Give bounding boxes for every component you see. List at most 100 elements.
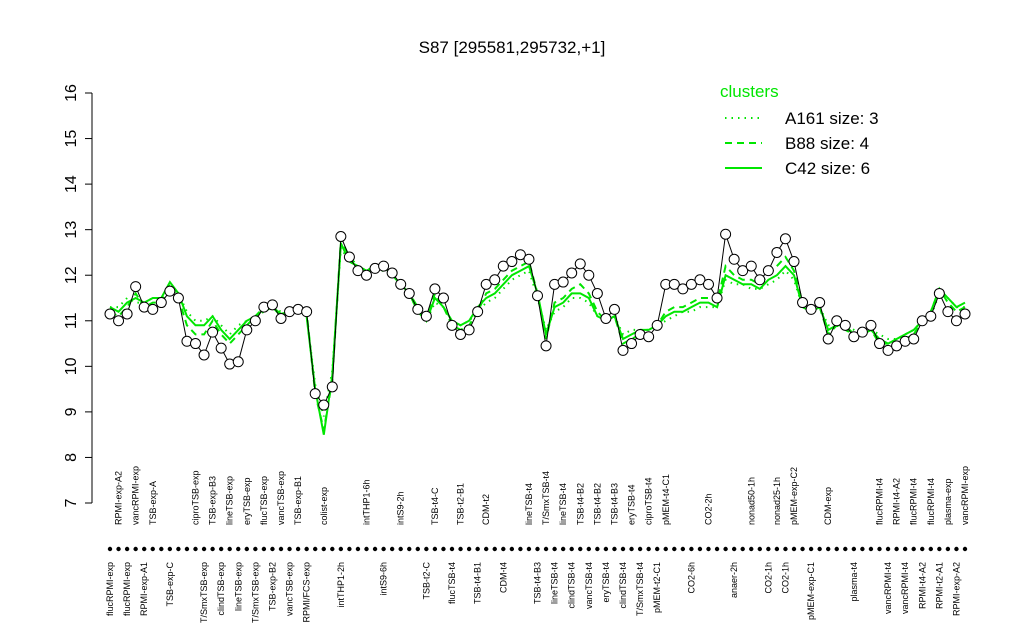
sample-marker: [766, 546, 771, 552]
sample-marker: [475, 546, 480, 552]
data-point: [309, 388, 321, 400]
data-point: [446, 319, 458, 331]
sample-marker: [389, 546, 395, 552]
data-point: [130, 281, 142, 293]
sample-marker: [278, 546, 284, 552]
sample-marker: [492, 546, 497, 552]
data-point: [925, 310, 937, 322]
data-point: [147, 303, 159, 315]
data-point: [583, 269, 595, 281]
y-tick-label: 15: [63, 130, 80, 148]
data-point: [677, 283, 689, 295]
x-tick-label: TSB-exp-C: [165, 562, 175, 607]
sample-marker: [808, 546, 814, 552]
x-tick-label: clindTSB-t4: [618, 562, 628, 609]
data-point: [275, 313, 287, 324]
data-point: [198, 349, 210, 361]
sample-marker: [791, 546, 797, 552]
x-tick-label: RPMI-exp-A1: [139, 562, 149, 616]
data-point: [754, 274, 766, 286]
x-tick-label: intTHP1-2h: [336, 562, 346, 608]
data-point: [797, 297, 809, 309]
sample-marker: [543, 546, 549, 552]
sample-marker: [757, 546, 762, 552]
data-point: [711, 292, 723, 304]
data-point: [788, 256, 800, 268]
data-point: [933, 287, 945, 299]
legend-label: B88 size: 4: [785, 134, 869, 153]
data-point: [891, 340, 903, 352]
data-point: [626, 338, 638, 350]
sample-marker: [920, 546, 925, 552]
sample-marker: [253, 546, 258, 552]
sample-marker: [535, 546, 540, 552]
data-point: [352, 265, 364, 277]
x-tick-label: CDM-exp: [823, 487, 833, 525]
sample-marker: [364, 546, 369, 552]
sample-marker: [407, 546, 412, 552]
sample-marker: [150, 546, 155, 552]
sample-marker: [261, 546, 267, 552]
sample-marker: [706, 546, 711, 552]
data-point: [523, 253, 535, 265]
x-tick-label: TSB-t4-B3: [609, 483, 619, 525]
x-tick-label: flucRPMI-exp: [122, 562, 132, 616]
sample-marker: [826, 546, 831, 552]
y-tick-label: 13: [63, 221, 80, 239]
sample-marker: [184, 546, 190, 552]
data-point: [378, 260, 390, 272]
y-tick-label: 10: [63, 357, 80, 375]
data-point: [155, 297, 167, 309]
sample-marker: [723, 546, 728, 552]
x-tick-label: CO2-6h: [686, 562, 696, 594]
x-tick-label: ciproTSB-exp: [191, 470, 201, 525]
x-tick-label: eryTSB-t4: [601, 562, 611, 603]
sample-marker: [937, 546, 942, 552]
legend-label: C42 size: 6: [785, 159, 870, 178]
data-point: [113, 315, 125, 327]
data-point: [326, 381, 338, 393]
sample-marker: [817, 546, 822, 552]
sample-marker: [159, 546, 164, 552]
data-point: [437, 292, 449, 304]
data-point: [771, 246, 783, 258]
x-tick-label: nonad50-1h: [746, 477, 756, 525]
chart-title: S87 [295581,295732,+1]: [419, 38, 606, 57]
sample-marker: [800, 546, 805, 552]
data-point: [865, 319, 877, 331]
data-point: [480, 278, 492, 290]
x-tick-label: intS9-2h: [396, 491, 406, 525]
x-tick-label: plasma-exp: [943, 478, 953, 525]
x-tick-label: TSB-exp-B3: [208, 476, 218, 525]
x-tick-label: RPMI-t4-A2: [917, 562, 927, 609]
sample-marker: [783, 546, 788, 552]
sample-marker: [774, 546, 780, 552]
x-tick-label: RPMI-exp-A2: [951, 562, 961, 616]
data-point: [950, 315, 962, 327]
data-point: [403, 287, 415, 299]
sample-marker: [569, 546, 574, 552]
data-point: [301, 306, 313, 318]
sample-marker: [218, 546, 224, 552]
sample-marker: [928, 546, 933, 552]
data-point: [737, 265, 749, 277]
sample-marker: [637, 546, 643, 552]
sample-marker: [347, 546, 352, 552]
data-point: [703, 278, 714, 290]
sample-marker: [620, 546, 626, 552]
sample-marker: [210, 546, 215, 552]
data-point: [232, 356, 244, 368]
x-tick-label: eryTSB-exp: [242, 477, 252, 525]
sample-marker: [244, 546, 249, 552]
data-point: [540, 340, 552, 352]
data-point: [104, 308, 116, 320]
x-tick-label: T/SmxTSB-exp: [250, 562, 260, 623]
sample-marker: [116, 546, 121, 552]
sample-marker: [142, 546, 147, 552]
sample-marker: [193, 546, 198, 552]
x-tick-label: pMEM-exp-C1: [806, 562, 816, 620]
sample-marker: [911, 546, 916, 552]
data-point: [574, 258, 586, 270]
y-tick-label: 7: [63, 498, 80, 507]
sample-marker: [526, 546, 532, 552]
